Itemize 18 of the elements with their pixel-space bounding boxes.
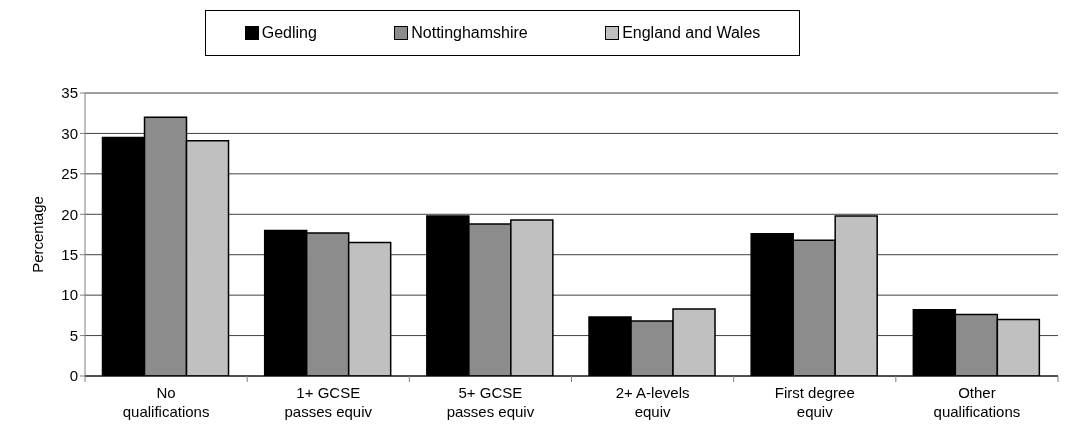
y-tick-label: 10 bbox=[61, 286, 78, 304]
x-tick-label: Other qualifications bbox=[933, 384, 1021, 420]
y-tick-label: 0 bbox=[69, 367, 78, 385]
legend-label: Nottinghamshire bbox=[411, 24, 528, 42]
y-tick-label: 30 bbox=[61, 124, 78, 142]
y-tick-label: 25 bbox=[61, 165, 78, 183]
y-tick-label: 5 bbox=[69, 326, 78, 344]
legend-label: Gedling bbox=[261, 24, 317, 42]
x-tick-label: 1+ GCSE passes equiv bbox=[284, 384, 373, 420]
y-axis-title: Percentage bbox=[29, 196, 47, 273]
x-tick-label: First degree equiv bbox=[774, 384, 855, 420]
legend-label: England and Wales bbox=[622, 24, 761, 42]
x-tick-label: No qualifications bbox=[122, 384, 210, 420]
y-tick-label: 35 bbox=[61, 84, 78, 102]
x-tick-label: 2+ A-levels equiv bbox=[615, 384, 690, 420]
x-tick-label: 5+ GCSE passes equiv bbox=[446, 384, 535, 420]
y-tick-label: 20 bbox=[61, 205, 78, 223]
y-tick-label: 15 bbox=[61, 246, 78, 264]
